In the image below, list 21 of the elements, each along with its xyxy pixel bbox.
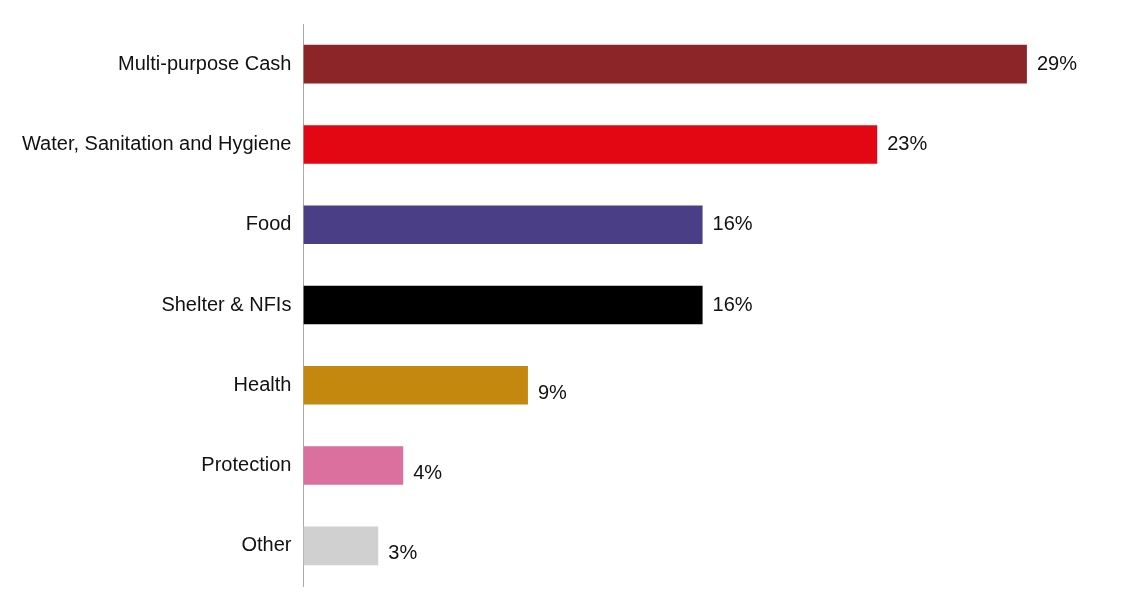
bar xyxy=(303,285,703,325)
y-tick-label: Multi-purpose Cash xyxy=(118,51,292,74)
y-tick-label: Water, Sanitation and Hygiene xyxy=(21,131,292,154)
y-tick-label: Health xyxy=(233,372,292,395)
bar xyxy=(303,44,1027,84)
bar xyxy=(303,446,404,485)
bar xyxy=(303,125,878,164)
data-label: 16% xyxy=(712,212,753,235)
data-label: 3% xyxy=(388,541,418,564)
bar xyxy=(303,366,528,405)
bar xyxy=(303,205,703,244)
data-label: 29% xyxy=(1036,51,1078,74)
data-label: 4% xyxy=(413,461,443,484)
y-tick-label: Protection xyxy=(201,453,292,476)
y-tick-label: Other xyxy=(241,533,292,556)
y-tick-label: Shelter & NFIs xyxy=(161,292,292,315)
bar xyxy=(303,526,379,566)
data-label: 9% xyxy=(537,380,568,403)
data-label: 16% xyxy=(712,292,753,315)
data-label: 23% xyxy=(887,131,928,154)
y-tick-label: Food xyxy=(245,212,292,235)
